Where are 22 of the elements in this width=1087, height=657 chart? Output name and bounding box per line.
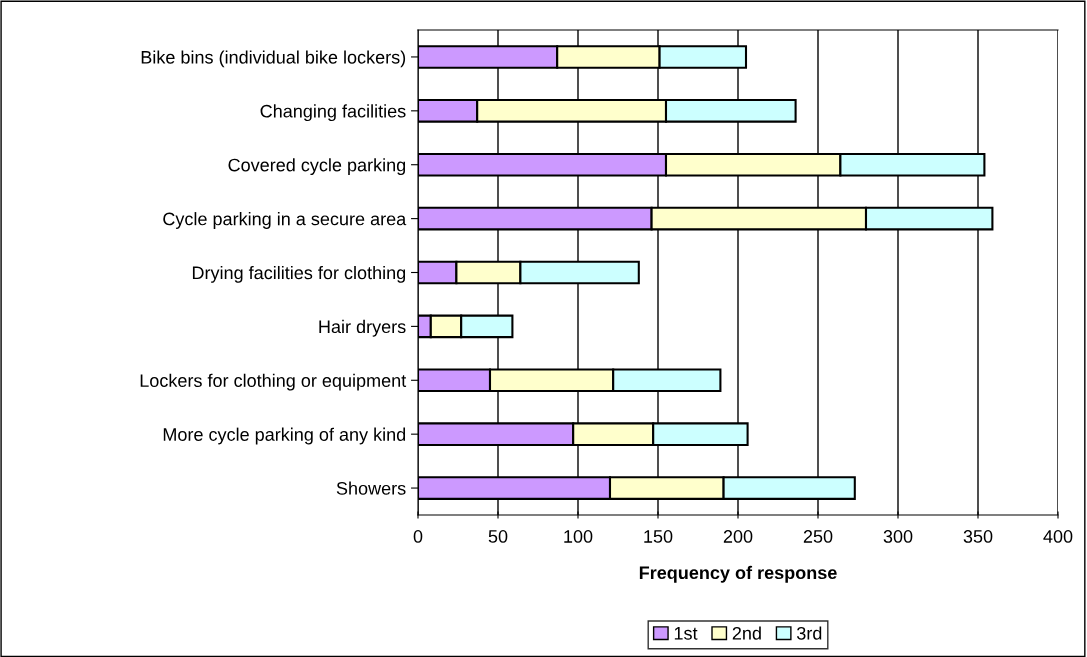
y-tick-label: More cycle parking of any kind [163, 427, 406, 445]
legend-label: 3rd [796, 626, 822, 640]
y-tick-label: Bike bins (individual bike lockers) [141, 50, 406, 68]
y-tick-label: Hair dryers [319, 319, 406, 337]
x-tick-label: 50 [488, 530, 508, 543]
x-tick-label: 100 [564, 530, 593, 543]
x-tick-label: 150 [644, 530, 673, 543]
y-tick-label: Changing facilities [260, 104, 406, 122]
y-tick-label: Drying facilities for clothing [192, 265, 406, 283]
x-tick-label: 350 [963, 530, 993, 543]
x-tick-label: 300 [883, 530, 913, 543]
x-tick-label: 400 [1043, 530, 1073, 543]
x-tick-label: 250 [803, 530, 833, 543]
y-tick-label: Lockers for clothing or equipment [140, 373, 407, 391]
y-tick-label: Showers [336, 481, 406, 495]
legend-label: 1st [674, 627, 698, 640]
legend-label: 2nd [732, 626, 761, 640]
x-axis-title: Frequency of response [639, 565, 837, 583]
y-tick-label: Cycle parking in a secure area [163, 212, 407, 229]
x-tick-label: 200 [723, 530, 753, 543]
x-tick-label: 0 [413, 530, 423, 543]
y-tick-label: Covered cycle parking [228, 158, 406, 176]
